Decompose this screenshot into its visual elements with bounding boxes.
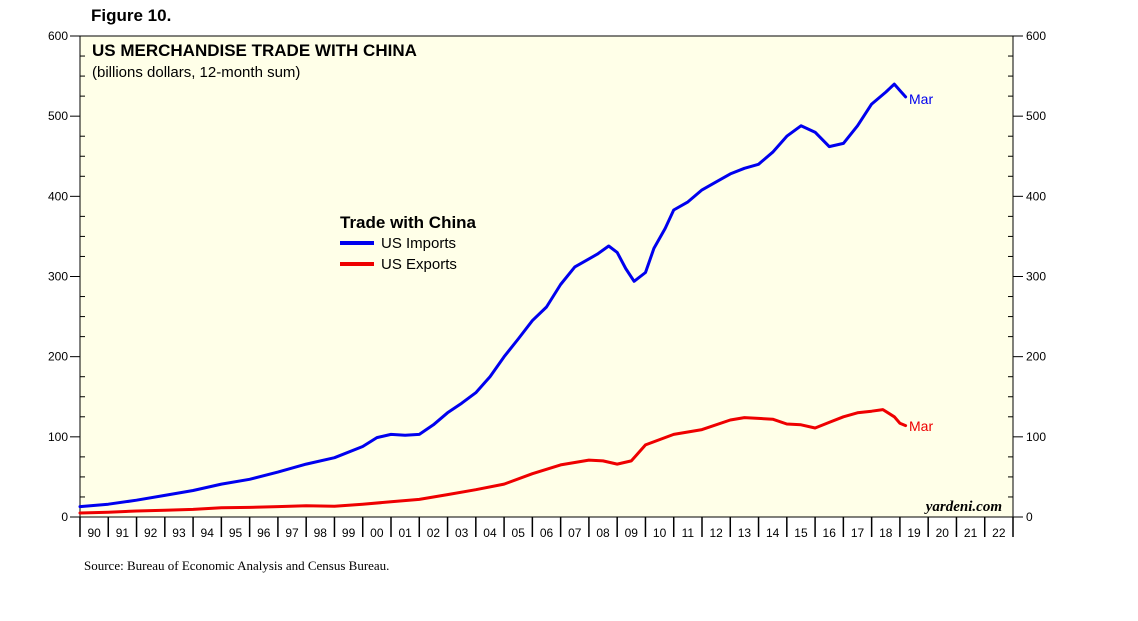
y-axis-right: 0 100 200 300 400 500 600	[1008, 29, 1046, 524]
x-tick-label: 11	[682, 526, 695, 540]
x-tick-label: 04	[483, 526, 497, 540]
x-tick-label: 99	[342, 526, 356, 540]
x-tick-label: 94	[201, 526, 215, 540]
plot-area	[79, 35, 1014, 518]
y-left-tick-label: 600	[48, 29, 68, 43]
y-right-tick-label: 200	[1026, 350, 1046, 364]
x-tick-label: 19	[907, 526, 921, 540]
y-axis-left: 0 100 200 300 400 500 600	[48, 29, 85, 524]
x-tick-label: 91	[116, 526, 130, 540]
y-right-tick-label: 100	[1026, 430, 1046, 444]
x-tick-label: 17	[851, 526, 865, 540]
figure-label: Figure 10.	[91, 6, 172, 25]
source-note: Source: Bureau of Economic Analysis and …	[84, 558, 390, 573]
x-tick-label: 90	[87, 526, 101, 540]
chart-title: US MERCHANDISE TRADE WITH CHINA	[92, 41, 417, 60]
x-tick-label: 96	[257, 526, 271, 540]
x-tick-label: 20	[936, 526, 950, 540]
end-label-imports: Mar	[909, 91, 933, 107]
x-tick-label: 95	[229, 526, 243, 540]
x-tick-label: 16	[823, 526, 837, 540]
x-tick-label: 98	[314, 526, 328, 540]
x-tick-label: 93	[172, 526, 186, 540]
x-tick-label: 92	[144, 526, 158, 540]
x-tick-label: 13	[738, 526, 752, 540]
x-tick-label: 03	[455, 526, 469, 540]
legend-title: Trade with China	[340, 213, 477, 232]
y-right-tick-label: 0	[1026, 510, 1033, 524]
x-tick-label: 00	[370, 526, 384, 540]
legend-label-imports: US Imports	[381, 235, 456, 252]
y-left-tick-label: 100	[48, 430, 68, 444]
y-right-tick-label: 400	[1026, 189, 1046, 203]
series-lines	[78, 82, 908, 515]
x-tick-label: 06	[540, 526, 554, 540]
x-tick-label: 12	[709, 526, 723, 540]
x-tick-label: 18	[879, 526, 893, 540]
x-tick-label: 01	[398, 526, 412, 540]
chart-subtitle: (billions dollars, 12-month sum)	[92, 64, 300, 81]
x-tick-label: 22	[992, 526, 1006, 540]
x-tick-label: 08	[596, 526, 610, 540]
y-right-tick-label: 300	[1026, 270, 1046, 284]
y-left-tick-label: 0	[61, 510, 68, 524]
end-label-exports: Mar	[909, 418, 933, 434]
x-tick-label: 02	[427, 526, 441, 540]
x-axis: 90 91 92 93 94 95 96 97 98 99 00 01 02 03 04 05 06 07 08 09…	[79, 517, 1014, 540]
legend-label-exports: US Exports	[381, 256, 457, 273]
y-right-tick-label: 600	[1026, 29, 1046, 43]
x-tick-label: 14	[766, 526, 780, 540]
y-left-tick-label: 300	[48, 270, 68, 284]
watermark: yardeni.com	[924, 499, 1002, 515]
y-left-tick-label: 400	[48, 189, 68, 203]
x-tick-label: 10	[653, 526, 667, 540]
series-line-us-imports	[78, 82, 908, 509]
series-line-us-exports	[78, 408, 908, 515]
legend: Trade with China US Imports US Exports	[340, 213, 477, 273]
y-left-tick-label: 200	[48, 350, 68, 364]
y-left-tick-label: 500	[48, 109, 68, 123]
x-tick-label: 21	[964, 526, 978, 540]
y-right-tick-label: 500	[1026, 109, 1046, 123]
x-tick-label: 97	[285, 526, 299, 540]
x-tick-label: 05	[512, 526, 526, 540]
x-tick-label: 15	[794, 526, 808, 540]
x-tick-label: 07	[568, 526, 582, 540]
x-tick-label: 09	[625, 526, 639, 540]
